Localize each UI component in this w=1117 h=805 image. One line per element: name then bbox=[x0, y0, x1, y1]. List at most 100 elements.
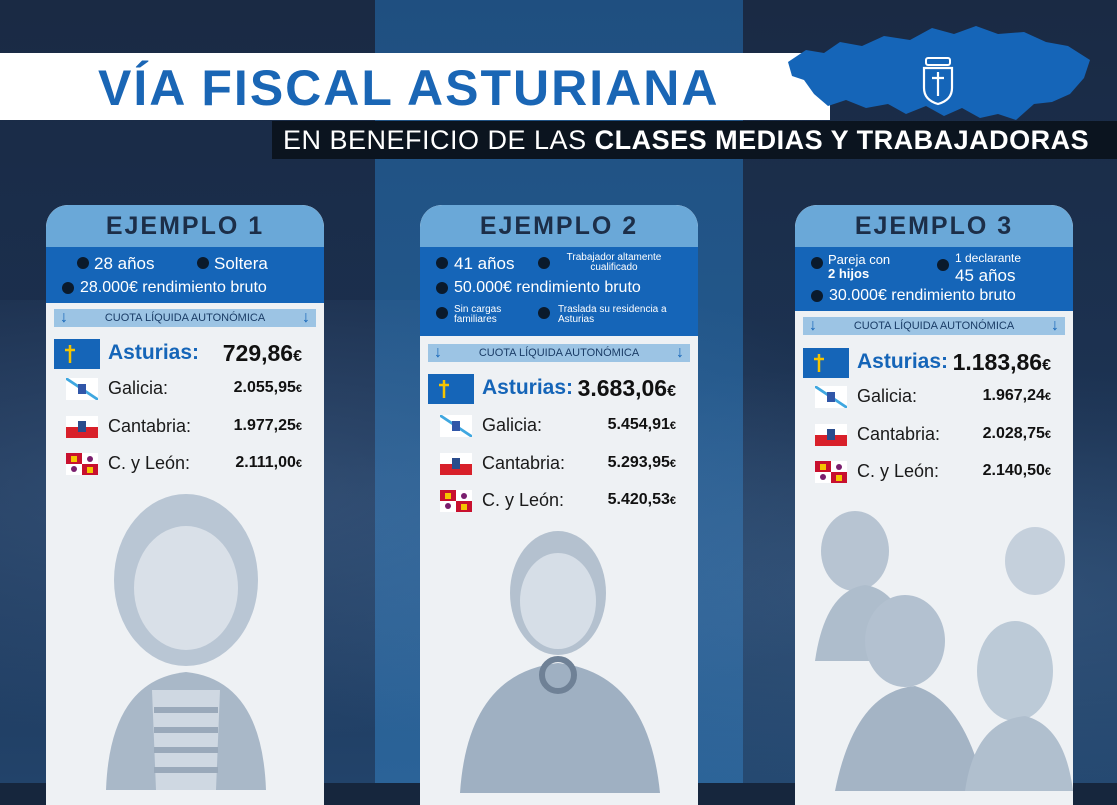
region-row-castilla-leon: C. y León: 2.111,00€ bbox=[46, 449, 324, 479]
region-value: 729,86€ bbox=[222, 340, 302, 366]
region-name: Cantabria: bbox=[108, 416, 192, 436]
example-card-1: EJEMPLO 1 28 años Soltera 28.000€ rendim… bbox=[46, 205, 324, 805]
region-row-cantabria: Cantabria: 2.028,75€ bbox=[795, 420, 1073, 450]
galicia-flag-icon bbox=[66, 378, 98, 400]
subtitle-band bbox=[272, 121, 1117, 159]
region-name: C. y León: bbox=[482, 490, 565, 510]
bullet-icon bbox=[937, 259, 949, 271]
region-value: 1.977,25€ bbox=[233, 417, 302, 434]
quota-label: CUOTA LÍQUIDA AUTONÓMICA bbox=[478, 347, 640, 359]
family-text: Sin cargas familiares bbox=[454, 304, 502, 325]
bullet-icon bbox=[62, 282, 74, 294]
asturias-flag-icon bbox=[428, 374, 474, 404]
bullet-icon bbox=[811, 290, 823, 302]
young-woman-illustration bbox=[106, 494, 266, 790]
bullet-icon bbox=[436, 257, 448, 269]
income-text: 30.000€ rendimiento bruto bbox=[829, 287, 1016, 304]
region-name: Cantabria: bbox=[857, 424, 941, 444]
arrow-down-icon: ↓ bbox=[434, 344, 442, 361]
galicia-flag-icon bbox=[440, 415, 472, 437]
income-text: 28.000€ rendimiento bruto bbox=[80, 279, 267, 296]
region-value: 5.454,91€ bbox=[607, 416, 676, 433]
region-row-galicia: Galicia: 5.454,91€ bbox=[420, 411, 698, 441]
status-text: Soltera bbox=[214, 254, 268, 273]
region-name: Asturias: bbox=[857, 350, 949, 373]
asturias-map-icon bbox=[788, 26, 1090, 120]
asturias-flag-icon bbox=[803, 348, 849, 378]
example-title: EJEMPLO 1 bbox=[46, 205, 324, 247]
region-name: Cantabria: bbox=[482, 453, 566, 473]
age-text: 41 años bbox=[454, 254, 515, 273]
region-name: Asturias: bbox=[108, 341, 200, 364]
region-name: Galicia: bbox=[482, 415, 543, 435]
quota-label: CUOTA LÍQUIDA AUTONÓMICA bbox=[853, 320, 1015, 332]
region-row-cantabria: Cantabria: 1.977,25€ bbox=[46, 412, 324, 442]
example-card-2: EJEMPLO 2 41 años Trabajador altamente c… bbox=[420, 205, 698, 805]
region-value: 2.111,00€ bbox=[235, 454, 302, 471]
region-row-galicia: Galicia: 1.967,24€ bbox=[795, 382, 1073, 412]
castilla-leon-flag-icon bbox=[815, 461, 847, 483]
age-text: 45 años bbox=[955, 266, 1016, 285]
quota-label-bar: ↓ CUOTA LÍQUIDA AUTONÓMICA ↓ bbox=[428, 344, 690, 362]
region-value: 2.140,50€ bbox=[982, 462, 1051, 479]
region-name: Galicia: bbox=[857, 386, 918, 406]
region-row-castilla-leon: C. y León: 2.140,50€ bbox=[795, 457, 1073, 487]
profile-info: Pareja con 2 hijos 1 declarante 45 años … bbox=[795, 247, 1073, 311]
region-value: 2.055,95€ bbox=[233, 379, 302, 396]
couple-text: Pareja con bbox=[828, 252, 891, 267]
profile-info: 41 años Trabajador altamente cualificado… bbox=[420, 247, 698, 336]
asturias-coat-of-arms-icon bbox=[922, 57, 954, 106]
arrow-down-icon: ↓ bbox=[676, 344, 684, 361]
bullet-icon bbox=[538, 307, 550, 319]
bullet-icon bbox=[77, 257, 89, 269]
income-text: 50.000€ rendimiento bruto bbox=[454, 279, 641, 296]
region-name: C. y León: bbox=[108, 453, 191, 473]
region-row-asturias: Asturias: 1.183,86€ bbox=[795, 348, 1073, 378]
arrow-down-icon: ↓ bbox=[809, 317, 817, 334]
region-value: 2.028,75€ bbox=[982, 425, 1051, 442]
castilla-leon-flag-icon bbox=[440, 490, 472, 512]
region-row-cantabria: Cantabria: 5.293,95€ bbox=[420, 449, 698, 479]
galicia-flag-icon bbox=[815, 386, 847, 408]
arrow-down-icon: ↓ bbox=[60, 309, 68, 326]
asturias-flag-icon bbox=[54, 339, 100, 369]
residence-text: Traslada su residencia a Asturias bbox=[558, 304, 667, 325]
title-band bbox=[0, 53, 830, 120]
region-name: Galicia: bbox=[108, 378, 169, 398]
bullet-icon bbox=[436, 307, 448, 319]
region-row-castilla-leon: C. y León: 5.420,53€ bbox=[420, 486, 698, 516]
cantabria-flag-icon bbox=[815, 424, 847, 446]
region-value: 3.683,06€ bbox=[577, 375, 676, 401]
example-title: EJEMPLO 3 bbox=[795, 205, 1073, 247]
family-illustration bbox=[815, 511, 1073, 791]
profile-info: 28 años Soltera 28.000€ rendimiento brut… bbox=[46, 247, 324, 303]
region-name: C. y León: bbox=[857, 461, 940, 481]
quota-label: CUOTA LÍQUIDA AUTONÓMICA bbox=[104, 312, 266, 324]
bullet-icon bbox=[197, 257, 209, 269]
man-with-headphones-illustration bbox=[460, 531, 660, 793]
quota-label-bar: ↓ CUOTA LÍQUIDA AUTONÓMICA ↓ bbox=[803, 317, 1065, 335]
bullet-icon bbox=[538, 257, 550, 269]
page-title: VÍA FISCAL ASTURIANA bbox=[98, 60, 720, 116]
job-text: Trabajador altamente cualificado bbox=[566, 252, 662, 273]
page-subtitle: EN BENEFICIO DE LAS CLASES MEDIAS Y TRAB… bbox=[283, 125, 1090, 155]
cantabria-flag-icon bbox=[440, 453, 472, 475]
quota-label-bar: ↓ CUOTA LÍQUIDA AUTONÓMICA ↓ bbox=[54, 309, 316, 327]
bullet-icon bbox=[811, 257, 823, 269]
bullet-icon bbox=[436, 282, 448, 294]
arrow-down-icon: ↓ bbox=[1051, 317, 1059, 334]
example-title: EJEMPLO 2 bbox=[420, 205, 698, 247]
region-value: 5.420,53€ bbox=[607, 491, 676, 508]
region-value: 1.967,24€ bbox=[982, 387, 1051, 404]
cantabria-flag-icon bbox=[66, 416, 98, 438]
region-name: Asturias: bbox=[482, 376, 574, 399]
age-text: 28 años bbox=[94, 254, 155, 273]
children-text: 2 hijos bbox=[828, 266, 870, 281]
region-row-galicia: Galicia: 2.055,95€ bbox=[46, 374, 324, 404]
arrow-down-icon: ↓ bbox=[302, 309, 310, 326]
region-value: 5.293,95€ bbox=[607, 454, 676, 471]
region-row-asturias: Asturias: 3.683,06€ bbox=[420, 374, 698, 404]
castilla-leon-flag-icon bbox=[66, 453, 98, 475]
region-value: 1.183,86€ bbox=[952, 349, 1051, 375]
region-row-asturias: Asturias: 729,86€ bbox=[46, 339, 324, 369]
